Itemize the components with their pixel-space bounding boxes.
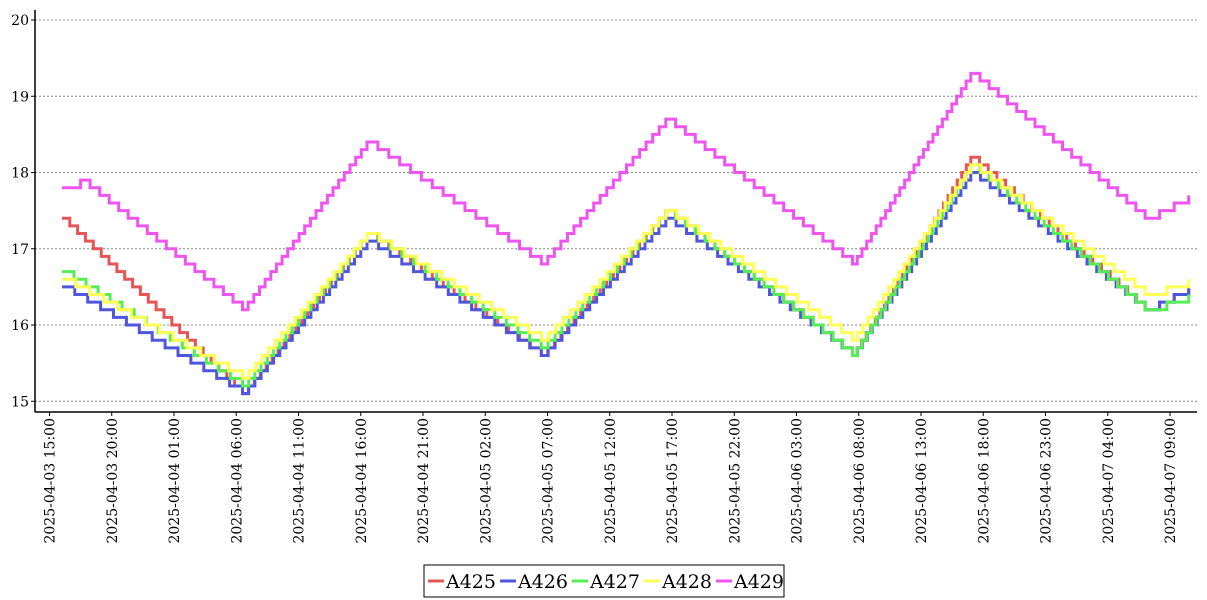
x-tick-label: 2025-04-03 20:00	[105, 418, 121, 544]
y-tick-label: 15	[11, 394, 29, 410]
series-line-a427	[62, 163, 1191, 388]
x-tick-label: 2025-04-04 01:00	[167, 418, 183, 544]
y-tick-label: 17	[11, 242, 29, 258]
x-tick-label: 2025-04-05 17:00	[665, 418, 681, 544]
axes	[31, 10, 1197, 416]
legend-entry: A429	[733, 571, 784, 593]
legend-entry: A428	[661, 571, 712, 593]
x-tick-label: 2025-04-05 02:00	[478, 418, 494, 544]
legend: A425 A426 A427 A428 A429	[423, 564, 785, 598]
y-tick-label: 18	[11, 166, 29, 182]
legend-entry: A426	[517, 571, 568, 593]
x-tick-label: 2025-04-06 08:00	[852, 418, 868, 544]
x-tick-labels: 2025-04-03 15:00 2025-04-03 20:00 2025-04-…	[43, 418, 1180, 544]
gridlines	[35, 19, 1197, 402]
x-tick-label: 2025-04-06 13:00	[914, 418, 930, 544]
x-tick-label: 2025-04-03 15:00	[43, 418, 59, 544]
series-lines	[62, 71, 1191, 396]
x-tick-label: 2025-04-04 16:00	[354, 418, 370, 544]
y-tick-label: 19	[11, 89, 29, 105]
series-line-a428	[62, 163, 1191, 380]
x-tick-label: 2025-04-05 12:00	[603, 418, 619, 544]
legend-entry: A425	[445, 571, 496, 593]
series-line-a426	[62, 171, 1191, 396]
legend-entry: A427	[589, 571, 640, 593]
x-tick-label: 2025-04-06 23:00	[1039, 418, 1055, 544]
x-tick-label: 2025-04-04 11:00	[292, 418, 308, 544]
y-tick-labels: 15 16 17 18 19 20	[11, 13, 29, 410]
x-tick-label: 2025-04-06 03:00	[790, 418, 806, 544]
x-tick-label: 2025-04-05 07:00	[541, 418, 557, 544]
series-line-a429	[62, 71, 1191, 312]
x-tick-label: 2025-04-06 18:00	[976, 418, 992, 544]
x-tick-label: 2025-04-07 04:00	[1101, 418, 1117, 544]
series-line-a425	[62, 155, 1191, 396]
y-tick-label: 20	[11, 13, 29, 29]
y-tick-label: 16	[11, 318, 29, 334]
x-tick-label: 2025-04-05 22:00	[727, 418, 743, 544]
x-tick-label: 2025-04-04 06:00	[229, 418, 245, 544]
x-tick-label: 2025-04-04 21:00	[416, 418, 432, 544]
x-tick-label: 2025-04-07 09:00	[1163, 418, 1179, 544]
